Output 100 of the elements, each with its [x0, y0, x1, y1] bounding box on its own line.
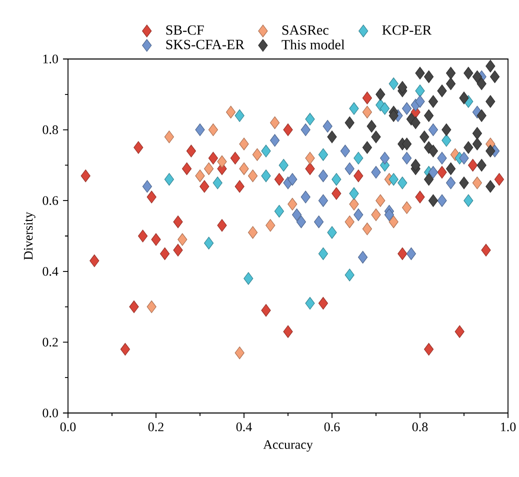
point	[305, 296, 315, 310]
point	[274, 204, 284, 218]
point	[424, 109, 434, 122]
point	[261, 144, 271, 158]
point	[446, 77, 456, 90]
point	[344, 162, 354, 176]
point	[234, 346, 244, 360]
point	[459, 92, 469, 104]
point	[454, 325, 464, 338]
point	[472, 138, 482, 150]
point	[490, 70, 500, 83]
point	[288, 198, 298, 210]
y-tick-label: 0.2	[42, 338, 58, 347]
point	[476, 109, 486, 122]
point	[362, 92, 372, 104]
point	[442, 134, 452, 147]
point	[261, 304, 271, 317]
point	[327, 226, 337, 239]
point	[376, 88, 386, 101]
point	[476, 158, 486, 172]
x-tick-label: 0.2	[148, 422, 164, 432]
point	[388, 77, 398, 90]
point	[384, 208, 394, 222]
legend-label: SB-CF	[166, 25, 204, 35]
point	[402, 102, 412, 115]
x-tick-label: 0.6	[324, 422, 340, 432]
point	[186, 144, 196, 158]
x-tick-label: 0.0	[60, 422, 76, 432]
point	[398, 81, 408, 94]
point	[151, 233, 161, 246]
point	[173, 244, 183, 256]
point	[472, 70, 482, 83]
point	[424, 342, 434, 356]
point	[415, 95, 425, 108]
point	[468, 158, 478, 172]
point	[134, 141, 144, 154]
legend-label: This model	[282, 40, 345, 50]
point	[388, 216, 398, 228]
point	[424, 173, 434, 186]
point	[305, 112, 315, 126]
point	[212, 176, 222, 190]
point	[283, 124, 293, 136]
y-axis-title: Diversity	[24, 212, 36, 260]
point	[380, 102, 390, 115]
point	[437, 152, 447, 164]
point	[376, 194, 386, 207]
point	[402, 138, 412, 150]
point	[234, 109, 244, 122]
point	[230, 152, 240, 164]
point	[261, 170, 271, 182]
point	[481, 244, 491, 256]
point	[252, 148, 262, 161]
point	[442, 124, 452, 136]
point	[270, 134, 280, 147]
point	[340, 144, 350, 158]
point	[344, 268, 354, 282]
point	[464, 194, 474, 207]
point	[146, 190, 156, 204]
point	[288, 173, 298, 186]
point	[428, 144, 438, 158]
point	[371, 208, 381, 222]
point	[80, 170, 90, 182]
point	[160, 247, 170, 260]
point	[164, 173, 174, 186]
point	[283, 325, 293, 338]
point	[398, 247, 408, 260]
point	[486, 60, 496, 72]
point	[464, 141, 474, 154]
point	[486, 144, 496, 158]
legend-label: KCP-ER	[382, 25, 432, 35]
point	[437, 84, 447, 98]
point	[402, 152, 412, 164]
point	[305, 152, 315, 164]
point	[402, 201, 412, 214]
point	[362, 106, 372, 118]
point	[354, 208, 364, 222]
point	[318, 296, 328, 310]
point	[428, 166, 438, 179]
point	[300, 190, 310, 204]
point	[437, 194, 447, 207]
y-tick-label: 1.0	[43, 54, 58, 64]
x-axis-title: Accuracy	[263, 440, 313, 452]
point	[446, 162, 456, 176]
point	[239, 138, 249, 150]
point	[318, 247, 328, 260]
point	[120, 342, 130, 356]
point	[410, 158, 420, 172]
point	[388, 173, 398, 186]
point	[486, 180, 496, 193]
point	[204, 162, 214, 176]
point	[446, 176, 456, 190]
point	[420, 130, 430, 144]
point	[146, 300, 156, 314]
point	[354, 152, 364, 164]
point	[437, 166, 447, 179]
x-tick-label: 1.0	[501, 422, 516, 432]
point	[349, 187, 359, 200]
point	[300, 124, 310, 136]
point	[344, 216, 354, 228]
legend-label: SASRec	[282, 25, 328, 35]
